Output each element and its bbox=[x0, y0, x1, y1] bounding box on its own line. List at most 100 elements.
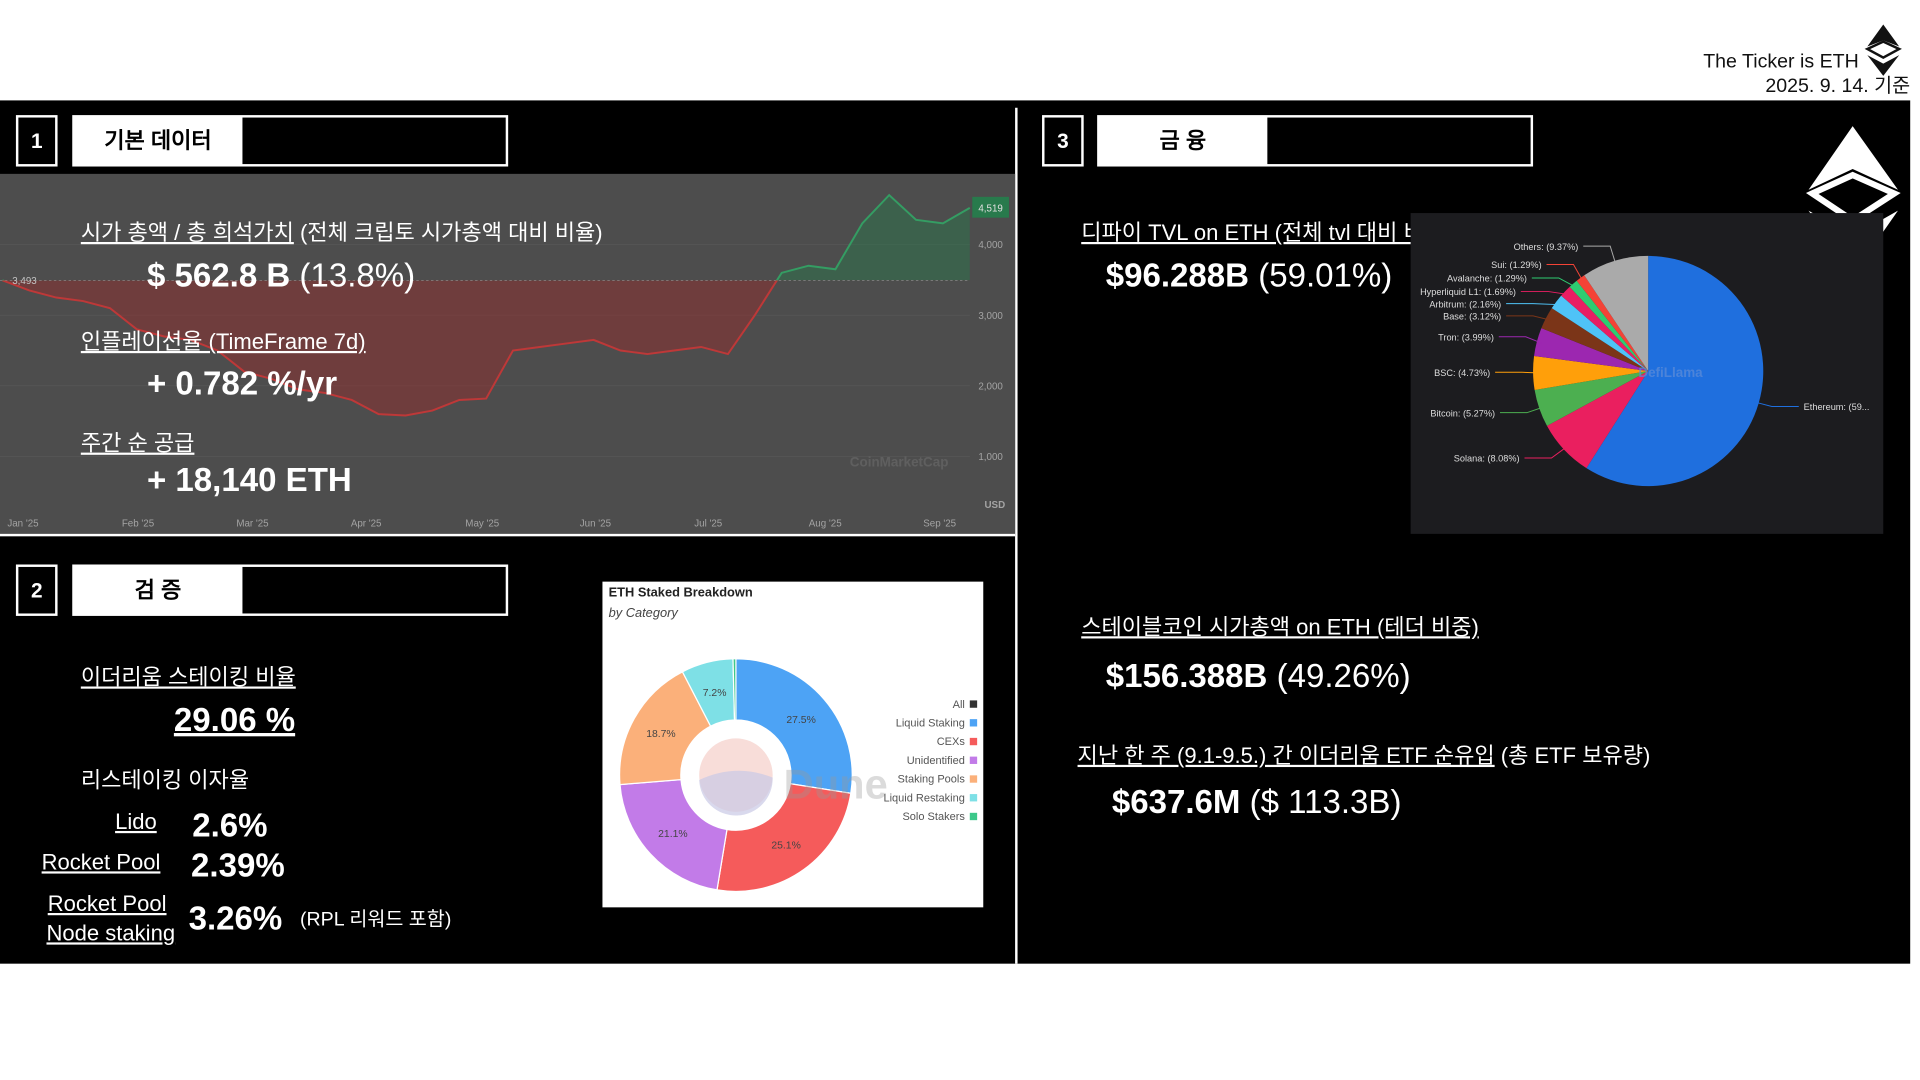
pie-slice bbox=[1546, 371, 1649, 469]
divider bbox=[1015, 107, 1018, 964]
metric-value: 29.06 % bbox=[174, 702, 295, 739]
protocol-name: Rocket Pool bbox=[48, 891, 167, 916]
leader-line bbox=[1506, 303, 1561, 306]
leader-line bbox=[1546, 264, 1584, 283]
leader-line bbox=[1500, 406, 1545, 414]
metric-label: 시가 총액 / 총 희석가치 (전체 크립토 시가총액 대비 비율) bbox=[81, 220, 603, 245]
metric-value: $637.6M ($ 113.3B) bbox=[1112, 784, 1402, 821]
slice-label: BSC: (4.73%) bbox=[1434, 368, 1490, 378]
value-label: 3,493 bbox=[12, 276, 37, 287]
metric-value: + 0.782 %/yr bbox=[147, 365, 337, 402]
slice-label: Tron: (3.99%) bbox=[1438, 332, 1494, 342]
watermark: CoinMarketCap bbox=[850, 455, 949, 470]
legend-swatch bbox=[969, 812, 978, 821]
section-title: 검 증 bbox=[135, 578, 182, 603]
metric-value: $96.288B (59.01%) bbox=[1106, 258, 1393, 295]
pie-slice bbox=[1534, 328, 1649, 372]
x-tick-label: Sep '25 bbox=[923, 519, 956, 530]
metric-value: $ 562.8 B (13.8%) bbox=[147, 258, 415, 295]
data-label: 21.1% bbox=[658, 829, 687, 840]
protocol-rate: 3.26% bbox=[189, 900, 283, 937]
leader-line bbox=[1524, 445, 1568, 459]
pie-slice bbox=[1576, 275, 1649, 372]
y-tick-label: 1,000 bbox=[978, 452, 1003, 463]
leader-line bbox=[1498, 336, 1542, 344]
protocol-rate: 2.39% bbox=[191, 848, 285, 885]
pie-slice bbox=[1533, 355, 1649, 391]
section-number: 1 bbox=[31, 130, 43, 153]
label-text: 시가 총액 / 총 희석가치 bbox=[81, 220, 294, 245]
slice-label: Base: (3.12%) bbox=[1443, 312, 1501, 322]
price-line bbox=[2, 193, 971, 281]
metric-label: 이더리움 스테이킹 비율 bbox=[81, 664, 296, 689]
donut-segment bbox=[716, 783, 852, 893]
leader-line bbox=[1583, 245, 1617, 266]
slice-label: Ethereum: (59... bbox=[1804, 402, 1870, 412]
protocol-name: Node staking bbox=[46, 920, 175, 945]
value-text: $156.388B bbox=[1106, 658, 1268, 695]
donut-segment bbox=[619, 778, 728, 891]
x-tick-label: Jun '25 bbox=[580, 519, 612, 530]
slice-label: Avalanche: (1.29%) bbox=[1447, 274, 1527, 284]
legend-swatch bbox=[969, 775, 978, 783]
metric-label: 리스테이킹 이자율 bbox=[81, 767, 249, 792]
legend-label: Unidentified bbox=[907, 755, 965, 767]
basic-data: 시가 총액 / 총 희석가치 (전체 크립토 시가총액 대비 비율) $ 562… bbox=[81, 220, 603, 499]
data-label: 18.7% bbox=[646, 729, 675, 740]
slice-label: Others: (9.37%) bbox=[1514, 242, 1579, 252]
donut-segment bbox=[618, 670, 712, 786]
leader-line bbox=[1531, 277, 1577, 288]
chart-subtitle: by Category bbox=[609, 605, 680, 620]
price-chart: 1,000 2,000 3,000 4,000 USD Jan '25 Feb '25 Mar… bbox=[0, 173, 1016, 536]
section-header: 2 검 증 bbox=[15, 564, 509, 616]
y-tick-label: 2,000 bbox=[978, 382, 1003, 393]
label-note: (총 ETF 보유량) bbox=[1495, 743, 1651, 768]
value-pct: ($ 113.3B) bbox=[1240, 784, 1401, 821]
data-label: 7.2% bbox=[703, 688, 727, 699]
legend-label: Staking Pools bbox=[898, 774, 966, 786]
label-text: 지난 한 주 (9.1-9.5.) 간 이더리움 ETF 순유입 bbox=[1078, 743, 1495, 768]
leader-line bbox=[1506, 315, 1551, 321]
section-title: 금 융 bbox=[1160, 128, 1207, 153]
area-up bbox=[2, 195, 970, 281]
pie-slice bbox=[1561, 286, 1649, 372]
x-tick-label: Jan '25 bbox=[7, 519, 39, 530]
slice-label: Hyperliquid L1: (1.69%) bbox=[1420, 287, 1516, 297]
y-tick-label: 4,000 bbox=[978, 240, 1003, 251]
finance: 디파이 TVL on ETH (전체 tvl 대비 비중) $96.288B (… bbox=[1078, 220, 1651, 821]
legend-swatch bbox=[969, 719, 978, 727]
legend-swatch bbox=[969, 700, 978, 708]
metric-value: + 18,140 ETH bbox=[147, 462, 352, 499]
pie-slice bbox=[1584, 255, 1649, 372]
area-down bbox=[2, 280, 970, 416]
value-pct: (59.01%) bbox=[1249, 258, 1392, 295]
value-label: 4,519 bbox=[978, 204, 1002, 215]
legend-label: Liquid Restaking bbox=[883, 792, 964, 804]
legend-label: All bbox=[953, 699, 965, 711]
pie-slice bbox=[1551, 295, 1649, 372]
chart-background bbox=[0, 173, 1016, 536]
metric-label: 디파이 TVL on ETH (전체 tvl 대비 비중) bbox=[1081, 220, 1451, 245]
x-tick-label: May '25 bbox=[465, 519, 500, 530]
header-date: 2025. 9. 14. 기준 bbox=[1765, 75, 1910, 97]
tvl-chart: Ethereum: (59... Solana: (8.08%) Bitcoin: … bbox=[1410, 213, 1884, 534]
metric-label: 스테이블코인 시가총액 on ETH (테더 비중) bbox=[1081, 614, 1479, 639]
slice-label: Arbitrum: (2.16%) bbox=[1429, 299, 1501, 309]
logo-mark bbox=[699, 770, 773, 816]
watermark: DefiLlama bbox=[1638, 365, 1703, 380]
legend-label: Liquid Staking bbox=[896, 717, 965, 729]
legend-swatch bbox=[969, 794, 978, 802]
protocol-name: Lido bbox=[115, 809, 157, 834]
pie-slice bbox=[1586, 255, 1764, 487]
chart-title: ETH Staked Breakdown bbox=[609, 584, 753, 599]
x-tick-label: Apr '25 bbox=[351, 519, 382, 530]
metric-value: $156.388B (49.26%) bbox=[1106, 658, 1411, 695]
protocol-rate: 2.6% bbox=[192, 807, 267, 844]
donut-segment bbox=[732, 658, 737, 721]
pie-slice bbox=[1534, 371, 1649, 426]
pie-slice bbox=[1541, 308, 1649, 372]
slice-label: Sui: (1.29%) bbox=[1491, 260, 1541, 270]
x-tick-label: Feb '25 bbox=[122, 519, 155, 530]
value-text: $ 562.8 B bbox=[147, 258, 290, 295]
